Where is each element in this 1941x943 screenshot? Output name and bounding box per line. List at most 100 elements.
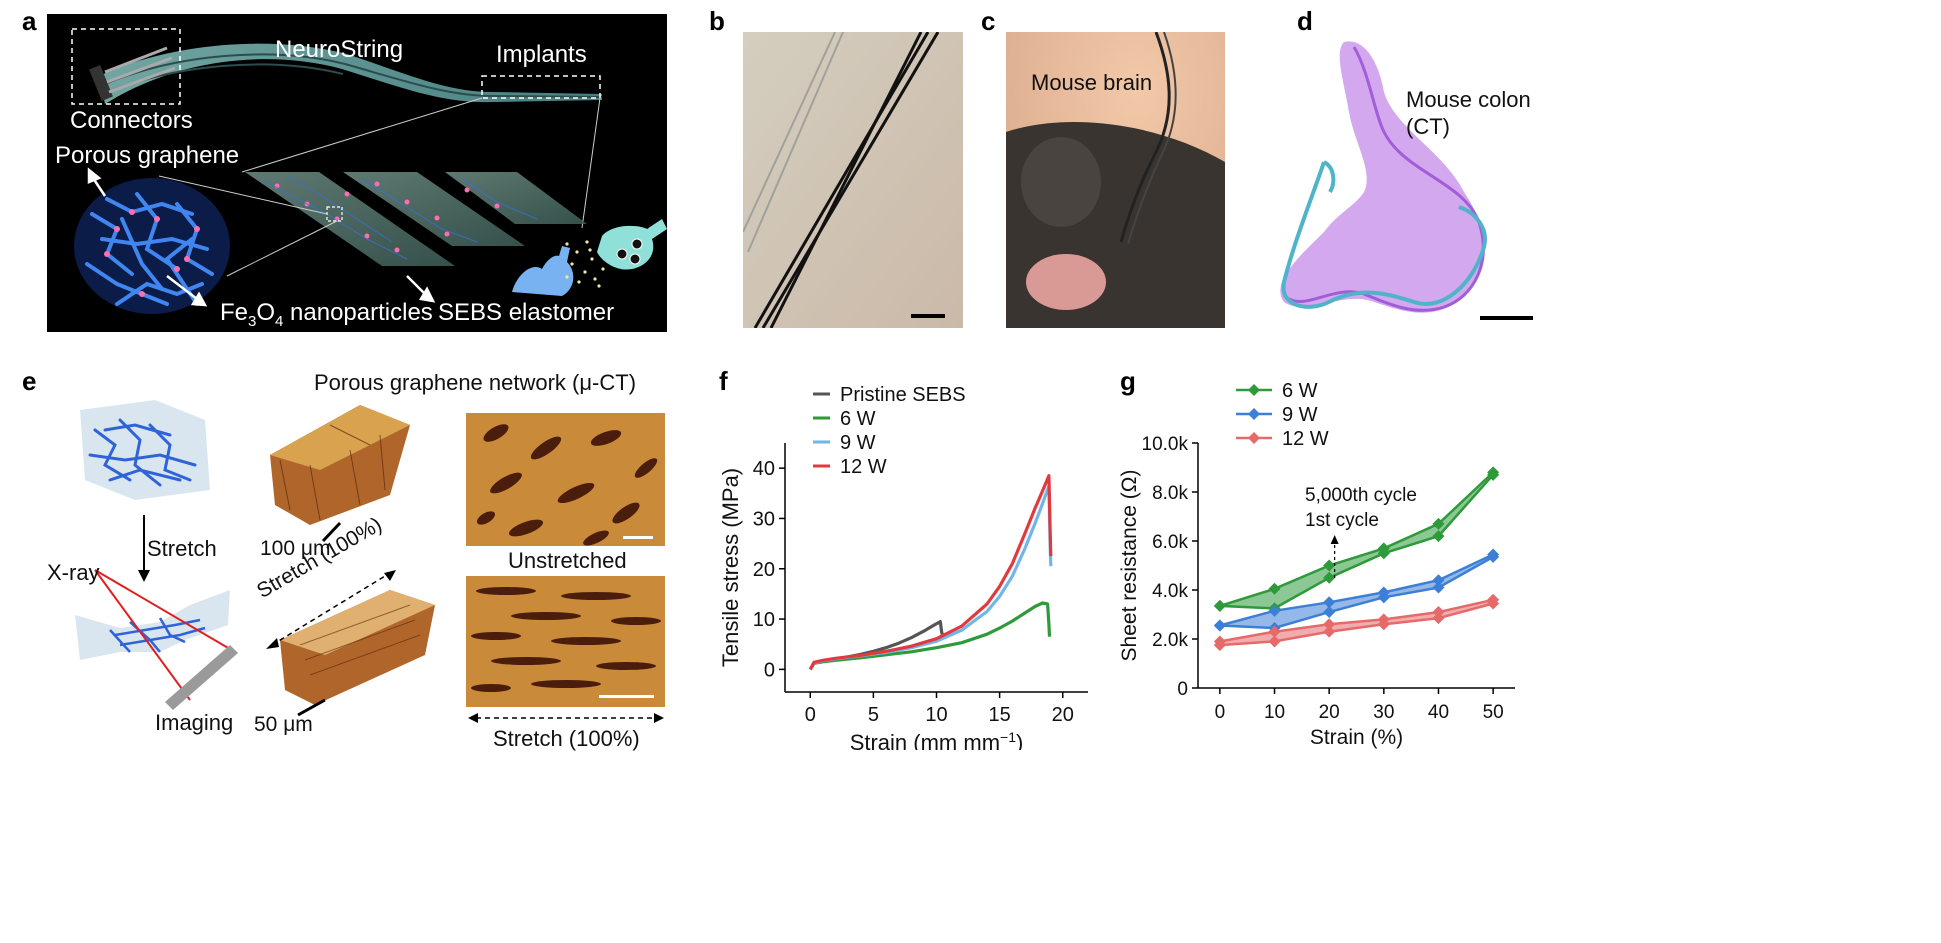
- x-tick-label: 5: [868, 704, 879, 726]
- panel-e-xray-schematic: Stretch X-ray Imaging: [40, 390, 250, 750]
- data-point: [1487, 550, 1500, 563]
- scale-bar: [1480, 316, 1533, 320]
- connector-block: [89, 64, 113, 102]
- series-line-last: [1219, 602, 1494, 647]
- series-line-12-w: [808, 474, 1053, 671]
- panel-e-letter: e: [22, 366, 37, 396]
- panel-d-ct-image: Mouse colon (CT): [1264, 32, 1540, 352]
- series-line-6-w: [808, 601, 1052, 671]
- scale-50um-label: 50 μm: [254, 713, 313, 736]
- y-tick-label: 8.0k: [1152, 483, 1188, 504]
- sebs-label: SEBS elastomer: [438, 299, 615, 326]
- data-point: [1432, 606, 1445, 619]
- panel-a-illustration: NeuroString Implants Connectors Porous g…: [47, 14, 667, 332]
- porous-graphene-graphic: [74, 178, 230, 314]
- data-point: [1213, 599, 1226, 612]
- data-point: [1323, 618, 1336, 631]
- panel-c-letter: c: [981, 6, 996, 36]
- panel-b-photo: [743, 32, 963, 328]
- data-point: [1248, 432, 1260, 444]
- legend-label: 12 W: [840, 456, 887, 478]
- neurostring-schematic: [71, 28, 667, 314]
- connectors-label: Connectors: [70, 107, 193, 134]
- panel-e-3d-renders: 100 μm 50 μm Stretch (100%): [250, 395, 450, 745]
- panel-a-letter: a: [22, 6, 37, 36]
- mouse-brain-label: Mouse brain: [1031, 70, 1153, 95]
- data-point: [1487, 468, 1500, 481]
- neurostring-cable: [99, 43, 602, 104]
- data-point: [1268, 582, 1281, 595]
- y-axis-label: Tensile stress (MPa): [718, 468, 743, 667]
- x-tick-label: 0: [805, 704, 816, 726]
- porous-graphene-label: Porous graphene: [55, 142, 240, 169]
- x-tick-label: 10: [925, 704, 947, 726]
- x-tick-label: 15: [989, 704, 1011, 726]
- data-point: [1323, 625, 1336, 638]
- x-axis-label: Strain (mm mm−1): [850, 729, 1024, 750]
- data-point: [1432, 612, 1445, 625]
- y-tick-label: 40: [753, 458, 775, 480]
- stretch-100-bottom-label: Stretch (100%): [493, 726, 640, 751]
- y-axis-label: Sheet resistance (Ω): [1118, 470, 1141, 662]
- y-tick-label: 4.0k: [1152, 581, 1188, 602]
- annotation-5000th-cycle: 5,000th cycle: [1305, 485, 1417, 506]
- data-point: [1323, 559, 1336, 572]
- imaging-label: Imaging: [155, 710, 234, 735]
- panel-g-letter: g: [1120, 366, 1136, 396]
- scale-bar: [911, 314, 945, 318]
- data-point: [1213, 639, 1226, 652]
- data-point: [1432, 581, 1445, 594]
- data-point: [1213, 619, 1226, 632]
- x-tick-label: 50: [1483, 702, 1504, 723]
- series-line-first: [1219, 553, 1494, 627]
- data-point: [1248, 408, 1260, 420]
- synapse-graphic: [512, 219, 667, 296]
- mouse-colon-label: Mouse colon: [1406, 87, 1531, 112]
- panel-c-photo: Mouse brain: [1006, 32, 1225, 328]
- series-line-last: [1219, 555, 1494, 630]
- stretch-label: Stretch: [147, 536, 217, 561]
- neurostring-label: NeuroString: [275, 36, 404, 63]
- chart-f: 0 5 10 15 20 0 10 20 30 40 Strain (mm mm−1) Tensile…: [718, 384, 1088, 750]
- legend-label: 12 W: [1282, 428, 1329, 450]
- stretch-bottom-arrow: [468, 713, 664, 723]
- data-point: [1432, 530, 1445, 543]
- implants-box: [481, 75, 601, 99]
- data-point: [1323, 606, 1336, 619]
- implant-strips: [245, 172, 587, 266]
- panel-b-letter: b: [709, 6, 725, 36]
- data-point: [1268, 604, 1281, 617]
- legend-label: 6 W: [1282, 380, 1318, 402]
- data-point: [1432, 517, 1445, 530]
- x-tick-label: 10: [1264, 702, 1285, 723]
- fe3o4-label: Fe3O4 nanoparticles: [220, 299, 433, 330]
- panel-e-title: Porous graphene network (μ-CT): [314, 370, 637, 395]
- panel-d-letter: d: [1297, 6, 1313, 36]
- unstretched-microscopy: [466, 413, 665, 546]
- data-point: [1323, 571, 1336, 584]
- x-tick-label: 0: [1215, 702, 1226, 723]
- implants-label: Implants: [496, 41, 587, 68]
- x-tick-label: 30: [1373, 702, 1394, 723]
- series-line-first: [1219, 598, 1494, 643]
- x-tick-label: 40: [1428, 702, 1449, 723]
- data-point: [1377, 618, 1390, 631]
- data-point: [1377, 591, 1390, 604]
- stretched-microscopy: [466, 576, 665, 707]
- data-point: [1432, 574, 1445, 587]
- y-tick-label: 6.0k: [1152, 532, 1188, 553]
- data-point: [1248, 384, 1260, 396]
- annotation-arrowhead: [1330, 535, 1339, 544]
- y-tick-label: 10: [753, 609, 775, 631]
- legend-label: 6 W: [840, 408, 876, 430]
- y-tick-label: 20: [753, 559, 775, 581]
- connectors-box: [71, 28, 181, 105]
- panel-f-letter: f: [719, 366, 728, 396]
- y-tick-label: 0: [1177, 679, 1188, 700]
- series-line-last: [1219, 473, 1495, 610]
- data-point: [1377, 547, 1390, 560]
- legend-label: 9 W: [840, 432, 876, 454]
- y-tick-label: 30: [753, 508, 775, 530]
- ct-label: (CT): [1406, 114, 1450, 139]
- x-tick-label: 20: [1319, 702, 1340, 723]
